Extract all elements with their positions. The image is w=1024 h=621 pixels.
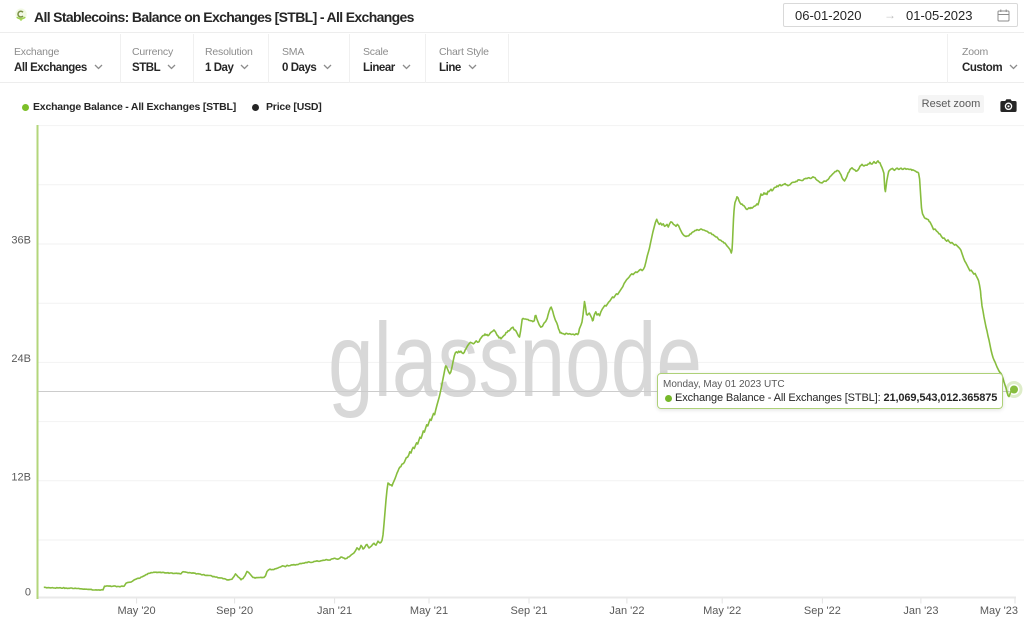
svg-text:May '20: May '20 <box>118 605 156 617</box>
svg-text:Sep '20: Sep '20 <box>216 605 253 617</box>
svg-text:glassnode: glassnode <box>328 302 702 419</box>
svg-text:0: 0 <box>25 587 31 599</box>
svg-text:Jan '22: Jan '22 <box>609 605 644 617</box>
svg-text:24B: 24B <box>11 353 31 365</box>
svg-text:Jan '23: Jan '23 <box>903 605 938 617</box>
svg-text:Sep '21: Sep '21 <box>511 605 548 617</box>
svg-text:Sep '22: Sep '22 <box>804 605 841 617</box>
svg-text:36B: 36B <box>11 235 31 247</box>
svg-text:May '23: May '23 <box>980 605 1018 617</box>
svg-text:May '21: May '21 <box>410 605 448 617</box>
svg-text:12B: 12B <box>11 472 31 484</box>
svg-text:May '22: May '22 <box>703 605 741 617</box>
svg-text:Jan '21: Jan '21 <box>317 605 352 617</box>
